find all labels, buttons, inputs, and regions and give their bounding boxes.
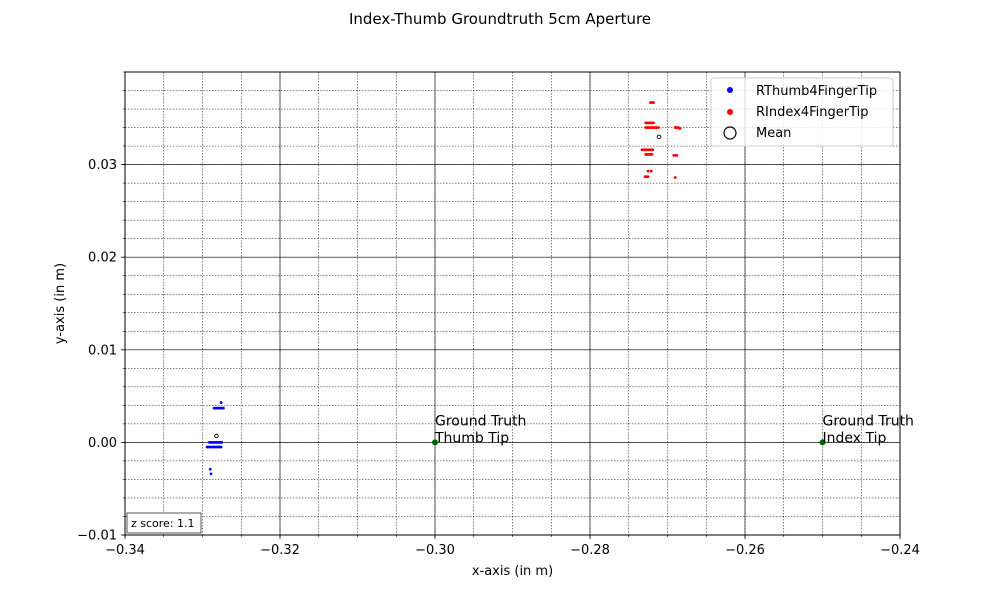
- x-tick-label: −0.28: [570, 543, 610, 558]
- rthumb-point: [220, 441, 224, 444]
- rindex-point: [649, 169, 653, 173]
- x-tick-label: −0.34: [105, 543, 145, 558]
- x-tick-label: −0.30: [415, 543, 455, 558]
- rthumb-point: [208, 467, 212, 471]
- rindex-point: [646, 175, 650, 179]
- x-tick-label: −0.32: [260, 543, 300, 558]
- z-score-box: z score: 1.1: [126, 512, 202, 534]
- ticks: −0.34 −0.32 −0.30 −0.28 −0.26 −0.24 −0.01 0.00 0…: [77, 71, 920, 558]
- mean-point: [656, 134, 662, 140]
- z-score-frame: [126, 512, 202, 534]
- rthumb-point: [219, 401, 223, 404]
- y-tick-label: −0.01: [77, 529, 117, 544]
- rindex-point: [652, 101, 655, 104]
- rindex-point: [656, 126, 660, 129]
- y-tick-label: 0.03: [88, 158, 117, 173]
- legend-marker-mean: [723, 126, 737, 140]
- rindex-point: [652, 121, 655, 125]
- mean-point: [214, 433, 219, 439]
- y-axis-label: y-axis (in m): [53, 263, 68, 344]
- data-points: [205, 101, 682, 476]
- x-axis-label: x-axis (in m): [472, 564, 553, 579]
- y-tick-label: 0.01: [88, 343, 117, 358]
- ground-truth-point: [432, 439, 438, 446]
- x-tick-label: −0.26: [725, 543, 765, 558]
- ground-truth-label: Ground Truth: [823, 413, 914, 429]
- rindex-point: [650, 153, 654, 156]
- grid: [124, 71, 901, 536]
- rindex-point: [675, 153, 679, 157]
- legend-marker-rthumb: [727, 87, 733, 93]
- rthumb-point: [219, 445, 223, 449]
- legend-label-rindex: RIndex4FingerTip: [756, 105, 868, 120]
- ground-truth-label: Thumb Tip: [434, 430, 509, 446]
- ground-truth-point: [819, 439, 826, 446]
- rthumb-point: [222, 406, 225, 410]
- legend: RThumb4FingerTip RIndex4FingerTip Mean: [710, 77, 894, 147]
- rindex-point: [646, 169, 650, 173]
- x-tick-label: −0.24: [880, 543, 920, 558]
- rindex-point: [678, 127, 682, 130]
- ground-truth-label: Index Tip: [823, 430, 887, 446]
- legend-frame: [710, 77, 894, 147]
- z-score-label: z score: 1.1: [131, 517, 195, 530]
- rthumb-point: [209, 472, 213, 476]
- rindex-point: [673, 176, 677, 179]
- y-tick-label: 0.02: [88, 251, 117, 266]
- rindex-point: [651, 148, 655, 152]
- legend-label-mean: Mean: [756, 126, 791, 141]
- ground-truth-label: Ground Truth: [435, 413, 526, 429]
- y-tick-label: 0.00: [88, 436, 117, 451]
- chart-title: Index-Thumb Groundtruth 5cm Aperture: [349, 10, 651, 28]
- legend-marker-rindex: [727, 109, 733, 115]
- legend-label-rthumb: RThumb4FingerTip: [756, 84, 877, 99]
